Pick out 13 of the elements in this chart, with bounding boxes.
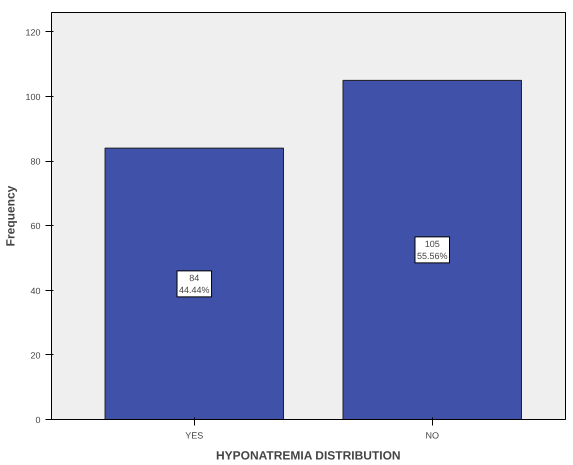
y-tick-label: 0: [35, 415, 41, 425]
y-tick-label: 40: [30, 286, 41, 296]
y-axis-title: Frequency: [3, 185, 18, 246]
y-tick-label: 100: [25, 92, 41, 102]
x-axis-title: HYPONATREMIA DISTRIBUTION: [216, 448, 401, 462]
y-tick-label: 20: [30, 350, 41, 360]
y-tick-label: 60: [30, 221, 41, 232]
x-tick-label: NO: [425, 430, 439, 440]
data-label: 105 55.56%: [416, 238, 448, 261]
y-tick-label: 120: [25, 27, 41, 38]
data-label: 84 44.44%: [179, 272, 210, 295]
y-tick-label: 80: [30, 156, 41, 167]
x-tick-label: YES: [185, 430, 204, 440]
